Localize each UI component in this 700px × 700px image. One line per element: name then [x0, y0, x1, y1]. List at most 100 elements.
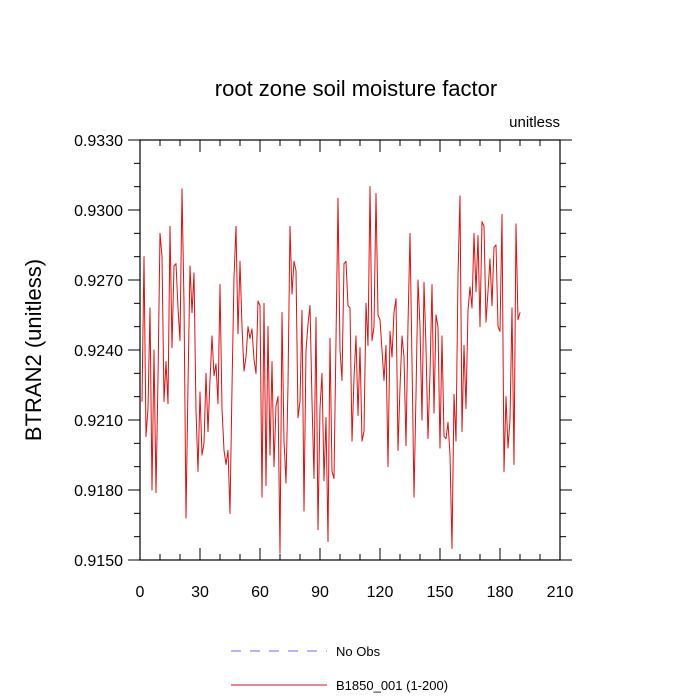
data-point: [337, 197, 339, 199]
data-point: [409, 232, 411, 234]
legend: No Obs B1850_001 (1-200): [231, 644, 448, 693]
x-tick-label: 120: [367, 584, 394, 601]
data-point: [495, 244, 497, 246]
data-point: [383, 379, 385, 381]
data-point: [425, 347, 427, 349]
data-point: [153, 349, 155, 351]
x-tick-label: 30: [191, 584, 209, 601]
data-point: [179, 340, 181, 342]
data-point: [513, 463, 515, 465]
data-point: [511, 307, 513, 309]
data-point: [471, 307, 473, 309]
data-point: [431, 284, 433, 286]
data-point: [219, 284, 221, 286]
data-point: [161, 256, 163, 258]
data-point: [499, 330, 501, 332]
data-point: [317, 529, 319, 531]
data-point: [185, 517, 187, 519]
data-point: [273, 466, 275, 468]
data-point: [151, 489, 153, 491]
data-point: [501, 214, 503, 216]
data-point: [275, 405, 277, 407]
data-point: [303, 510, 305, 512]
data-point: [203, 442, 205, 444]
data-point: [509, 419, 511, 421]
data-point: [385, 344, 387, 346]
data-point: [183, 302, 185, 304]
data-point: [309, 305, 311, 307]
plot-frame: [139, 139, 561, 561]
data-point: [215, 363, 217, 365]
data-point: [169, 225, 171, 227]
data-point: [435, 314, 437, 316]
data-point: [437, 326, 439, 328]
data-point: [307, 323, 309, 325]
data-point: [295, 270, 297, 272]
data-point: [427, 438, 429, 440]
data-point: [327, 540, 329, 542]
data-point: [463, 344, 465, 346]
data-point: [323, 480, 325, 482]
data-point: [261, 496, 263, 498]
data-point: [157, 377, 159, 379]
data-point: [505, 396, 507, 398]
data-point: [279, 552, 281, 554]
data-point: [301, 309, 303, 311]
data-point: [403, 356, 405, 358]
data-point: [167, 403, 169, 405]
data-point: [417, 279, 419, 281]
data-point: [241, 326, 243, 328]
data-point: [163, 400, 165, 402]
data-point: [433, 412, 435, 414]
data-point: [515, 223, 517, 225]
data-point: [231, 386, 233, 388]
data-point: [197, 470, 199, 472]
data-point: [387, 466, 389, 468]
data-point: [339, 349, 341, 351]
data-point: [149, 307, 151, 309]
data-point: [455, 440, 457, 442]
data-point: [205, 372, 207, 374]
data-point: [497, 326, 499, 328]
data-point: [391, 356, 393, 358]
data-point: [369, 186, 371, 188]
data-point: [235, 225, 237, 227]
data-point: [289, 225, 291, 227]
data-point: [479, 326, 481, 328]
data-point: [251, 328, 253, 330]
data-point: [367, 344, 369, 346]
data-point: [259, 305, 261, 307]
data-point: [193, 272, 195, 274]
data-point: [159, 232, 161, 234]
units-label: unitless: [509, 114, 560, 131]
data-point: [271, 361, 273, 363]
data-point: [329, 337, 331, 339]
data-point: [461, 431, 463, 433]
data-point: [223, 449, 225, 451]
data-point: [423, 281, 425, 283]
data-point: [173, 265, 175, 267]
data-point: [517, 319, 519, 321]
data-point: [399, 386, 401, 388]
y-tick-label: 0.9330: [74, 133, 123, 150]
data-point: [287, 384, 289, 386]
data-point: [459, 195, 461, 197]
data-point: [503, 470, 505, 472]
data-point: [283, 440, 285, 442]
y-tick-label: 0.9150: [74, 553, 123, 570]
data-point: [141, 400, 143, 402]
data-point: [365, 302, 367, 304]
data-point: [405, 445, 407, 447]
data-point: [227, 449, 229, 451]
x-tick-label: 150: [427, 584, 454, 601]
data-point: [237, 333, 239, 335]
data-point: [343, 263, 345, 265]
y-tick-label: 0.9270: [74, 273, 123, 290]
data-point: [377, 314, 379, 316]
data-points: [141, 186, 521, 554]
data-point: [221, 407, 223, 409]
data-point: [429, 372, 431, 374]
x-tick-label: 210: [547, 584, 574, 601]
data-point: [225, 463, 227, 465]
data-point: [207, 431, 209, 433]
